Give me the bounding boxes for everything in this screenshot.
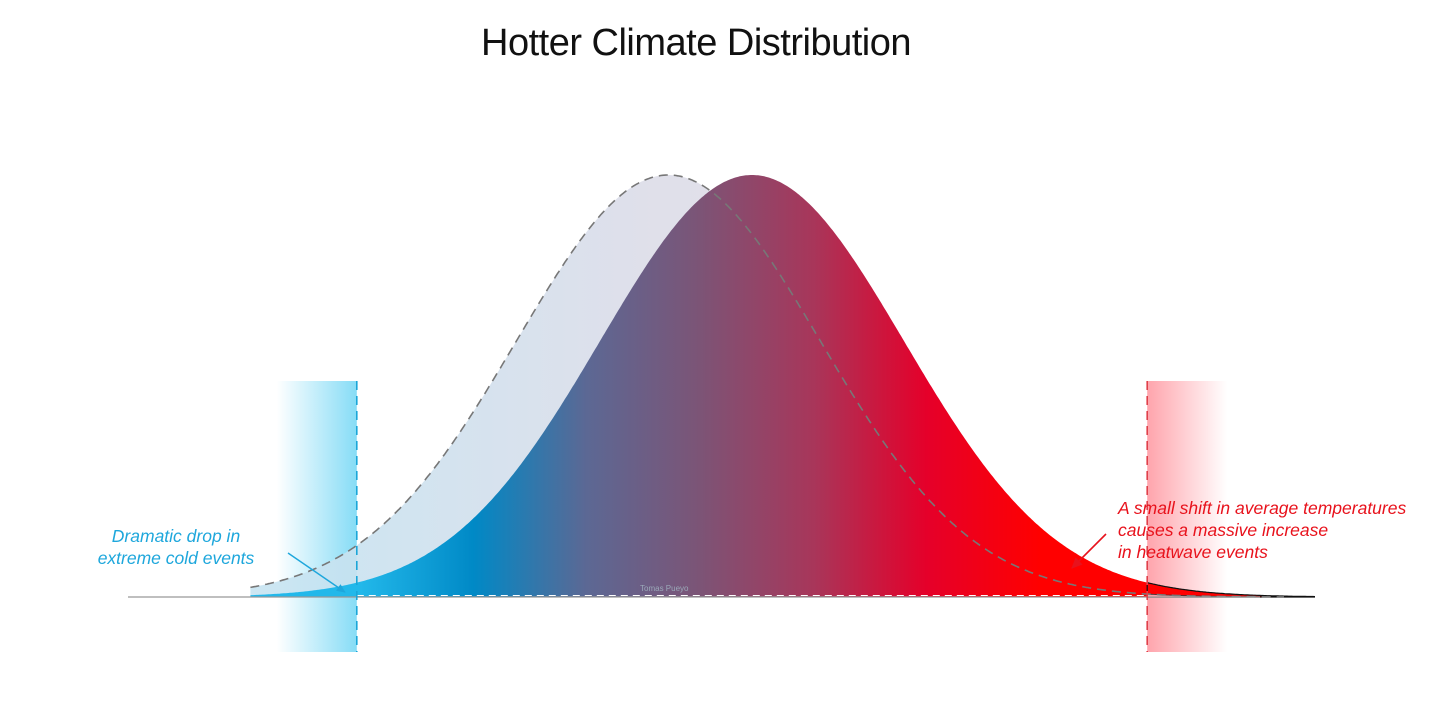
chart-title: Hotter Climate Distribution	[481, 22, 911, 64]
heat-annotation: A small shift in average temperatures ca…	[1118, 497, 1448, 563]
baseline-distribution-line	[250, 174, 1284, 598]
heat-annotation-arrow	[1071, 533, 1107, 569]
heat-extreme-band	[1147, 381, 1228, 652]
watermark: Tomas Pueyo	[640, 584, 689, 593]
shifted-distribution-area	[250, 175, 1315, 597]
heat-annotation-line-3: in heatwave events	[1118, 542, 1268, 562]
heat-annotation-line-2: causes a massive increase	[1118, 520, 1329, 540]
cold-annotation-arrow	[287, 552, 346, 593]
heat-annotation-line-1: A small shift in average temperatures	[1118, 498, 1407, 518]
cold-annotation-line-1: Dramatic drop in	[111, 526, 241, 546]
cold-annotation-line-2: extreme cold events	[97, 548, 255, 568]
cold-annotation: Dramatic drop in extreme cold events	[86, 525, 266, 569]
heatwave-tail-area	[1146, 581, 1315, 598]
cold-extreme-band	[276, 381, 357, 652]
